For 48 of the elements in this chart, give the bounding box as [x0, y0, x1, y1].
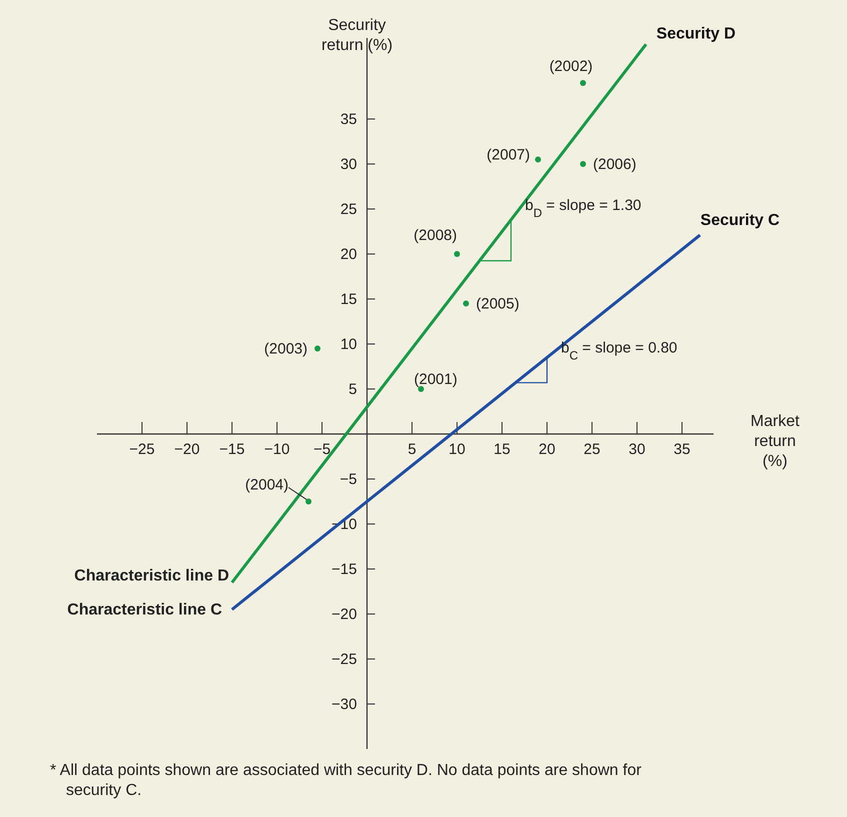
y-tick-label: 5	[348, 381, 357, 398]
x-tick-label: 5	[408, 441, 416, 458]
annotation: Characteristic line C	[67, 602, 222, 618]
point	[454, 251, 460, 257]
x-tick-label: 25	[584, 441, 600, 458]
y-tick-label: −30	[332, 696, 357, 713]
point	[463, 300, 469, 306]
annotation: Characteristic line D	[74, 568, 229, 584]
y-tick-label: 25	[340, 201, 357, 218]
x-tick-label: −15	[219, 441, 245, 458]
y-tick-label: 15	[340, 291, 357, 308]
x-tick-label: −5	[313, 441, 331, 458]
point	[580, 161, 586, 167]
y-tick-label: 20	[340, 246, 357, 263]
annotation: b$_{D}$ = slope = 1.30	[525, 196, 642, 220]
x-tick-label: −25	[129, 441, 155, 458]
y-axis-title: Security return (%)	[321, 17, 393, 54]
x-tick-label: 20	[538, 441, 556, 458]
y-tick-label: 10	[340, 336, 357, 353]
annotation: (2004)	[245, 476, 289, 494]
x-tick-label: 15	[494, 441, 510, 458]
annotation: (2007)	[486, 146, 530, 164]
x-axis-title: Market return (%)	[750, 413, 800, 470]
y-tick-label: −25	[332, 651, 357, 668]
point	[314, 346, 320, 352]
annotation: (2002)	[549, 58, 593, 75]
x-tick-label: −10	[264, 441, 290, 458]
annotation: (2008)	[414, 227, 458, 244]
point	[306, 498, 312, 504]
annotation: (2005)	[476, 296, 520, 312]
series-label: Security C	[700, 212, 780, 230]
y-tick-label: −15	[332, 561, 357, 578]
annotation: (2006)	[593, 156, 636, 173]
y-tick-label: 35	[340, 111, 357, 128]
y-tick-label: 30	[340, 156, 357, 173]
x-tick-label: −20	[174, 441, 200, 458]
point	[535, 156, 541, 162]
y-tick-label: −5	[340, 471, 357, 488]
text: * All data points shown are associated with security D. No data points are shown for security C.	[50, 762, 642, 799]
x-tick-label: 35	[674, 441, 690, 458]
y-tick-label: −20	[332, 606, 357, 623]
series-label: Security D	[656, 25, 736, 42]
annotation: b$_{C}$ = slope = 0.80	[561, 340, 678, 362]
annotation: (2001)	[414, 371, 458, 388]
annotation: (2003)	[264, 340, 308, 358]
point	[580, 80, 586, 86]
x-tick-label: 30	[628, 441, 646, 458]
x-tick-label: 10	[448, 441, 466, 458]
